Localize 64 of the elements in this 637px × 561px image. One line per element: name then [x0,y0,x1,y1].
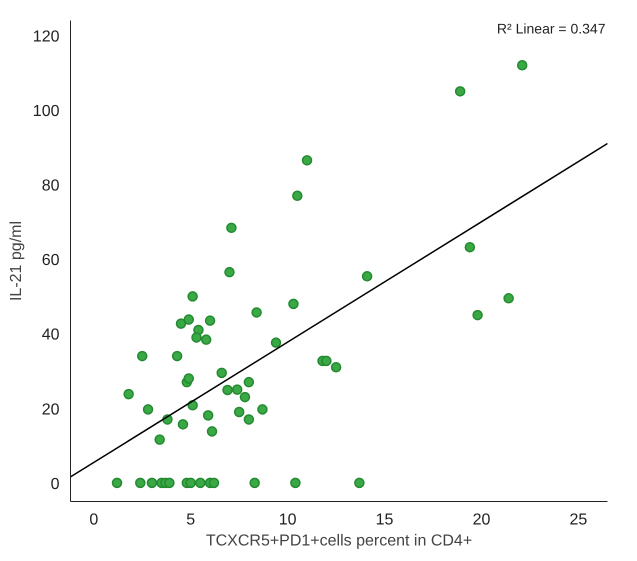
point [195,478,206,488]
point [184,314,194,325]
point [164,478,175,488]
point [216,368,227,378]
point [454,86,466,97]
point [172,350,182,362]
point [191,332,202,343]
point [244,376,254,388]
y-tick-label: 60 [42,252,60,270]
point [142,404,154,415]
point [226,222,237,234]
point [204,315,216,326]
point [464,242,476,252]
x-tick-label: 15 [376,512,394,528]
y-axis-title: IL-21 pg/ml [8,220,25,302]
point [208,478,220,488]
point [185,478,196,488]
point [240,392,250,402]
point [184,373,194,384]
point [288,298,299,310]
x-tick-label: 25 [570,512,588,528]
point [200,334,212,345]
y-tick-label: 120 [32,28,60,46]
y-tick-label: 80 [42,178,60,195]
point [146,478,158,488]
point [123,388,134,400]
point [202,410,214,421]
y-tick-label: 0 [50,476,60,493]
point [472,310,483,320]
point [234,406,244,418]
point [154,434,165,445]
point [176,318,186,329]
point [206,426,218,437]
point [178,419,188,430]
point [224,266,235,278]
annotation: R² Linear = 0.347 [496,20,606,36]
point [244,414,254,425]
x-tick-label: 0 [89,512,98,528]
point [354,478,365,488]
point [516,60,528,70]
x-axis-title: TCXCR5+PD1+cells percent in CD4+ [206,532,472,550]
point [257,404,268,415]
point [135,478,146,488]
x-tick-label: 10 [278,512,297,528]
y-tick-label: 20 [42,401,60,418]
y-tick-label: 100 [32,102,60,120]
point [330,362,342,373]
point [249,478,260,488]
point [222,384,233,396]
y-tick-label: 40 [42,326,60,344]
x-tick-label: 5 [186,512,196,528]
point [321,356,332,366]
point [112,478,122,488]
point [270,337,282,348]
point [302,155,312,166]
point [292,190,303,201]
point [362,271,372,282]
point [136,350,148,362]
point [503,293,514,304]
point [290,478,301,488]
point [232,384,242,395]
x-tick-label: 20 [472,512,490,528]
point [187,291,198,302]
point [251,307,262,318]
